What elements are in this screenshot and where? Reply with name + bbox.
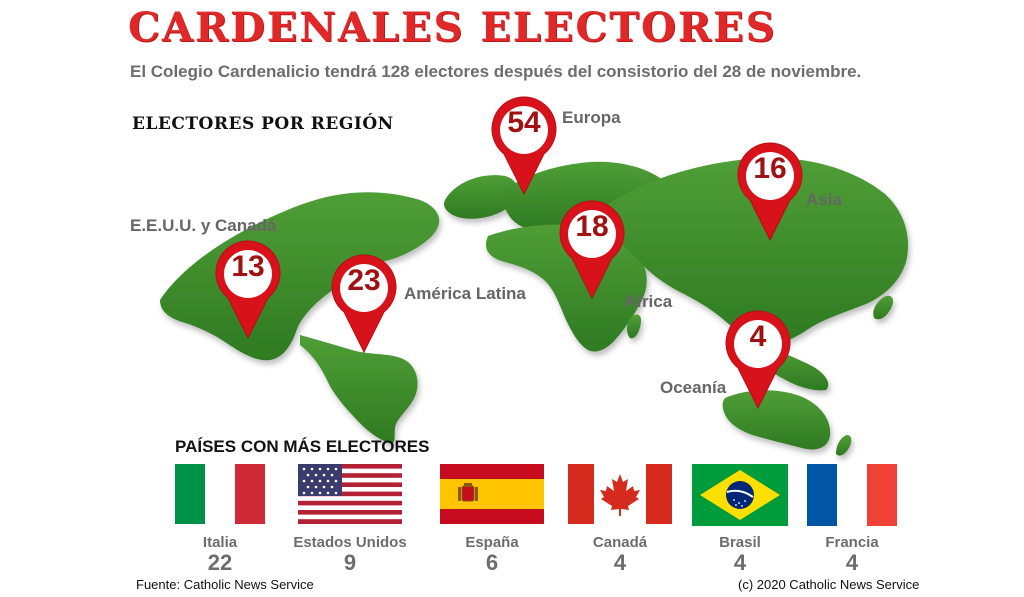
region-heading: ELECTORES POR REGIÓN [132,114,394,134]
pin-asia: 16 [730,138,810,242]
pin-number: 54 [507,106,541,139]
asia-land [600,157,909,345]
country-count: 9 [343,550,357,575]
countries-heading: PAÍSES CON MÁS ELECTORES [175,437,430,456]
subtitle: El Colegio Cardenalicio tendrá 128 elect… [130,62,862,81]
italy-flag-icon [175,464,265,524]
usa-flag-icon [298,464,402,524]
pin-america-latina: 23 [324,250,404,354]
pin-number: 4 [749,320,767,353]
pin-number: 13 [231,250,265,283]
france-flag-icon [807,464,897,526]
greenland-land [444,175,518,219]
country-count: 4 [733,550,747,575]
country-name: Brasil [719,534,761,551]
country-count: 6 [485,550,499,575]
brazil-flag-icon [692,464,788,526]
australia-land [722,390,831,450]
region-label-africa: África [624,292,673,311]
new-zealand-land [836,435,852,456]
pin-eeuu-canada: 13 [208,236,288,340]
region-label-europa: Europa [562,108,621,127]
copyright-note: (c) 2020 Catholic News Service [738,577,920,592]
region-label-oceania: Oceanía [660,378,727,397]
pin-number: 18 [575,210,609,243]
pin-number: 16 [753,152,787,185]
region-label-eeuu-canada: E.E.U.U. y Canadá [130,216,277,235]
country-name: Canadá [592,534,648,551]
canada-flag-icon [568,464,672,524]
country-count: 4 [613,550,627,575]
region-label-america-latina: América Latina [404,284,526,303]
region-label-asia: Asia [806,190,842,209]
pin-number: 23 [347,264,381,297]
pin-oceania: 4 [718,306,798,410]
country-name: Italia [202,534,238,551]
country-count: 4 [845,550,859,575]
page-title: CARDENALES ELECTORES [128,4,777,51]
pin-africa: 18 [552,196,632,300]
north-america-land [160,192,440,361]
europe-land [503,161,664,231]
japan-land [873,295,894,320]
madagascar-land [627,314,642,339]
source-note: Fuente: Catholic News Service [136,577,314,592]
country-name: Francia [825,534,879,551]
country-count: 22 [207,550,233,575]
spain-flag-icon [440,464,544,524]
country-name: Estados Unidos [293,534,407,551]
pin-europa: 54 [484,92,564,196]
country-name: España [465,534,519,551]
south-america-land [300,335,418,444]
